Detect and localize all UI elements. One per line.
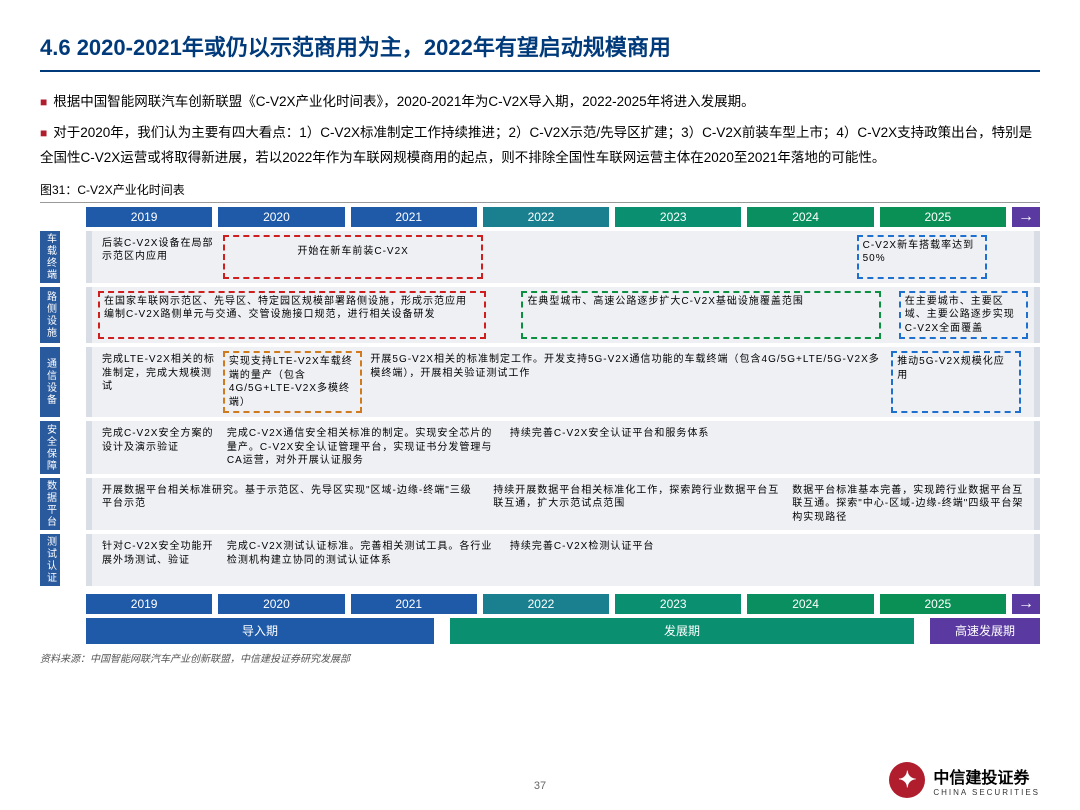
bullet-2: ■对于2020年，我们认为主要有四大看点：1）C-V2X标准制定工作持续推进；2…	[40, 121, 1040, 171]
row-label-data: 数据平台	[40, 478, 60, 531]
title-divider	[40, 70, 1040, 72]
figure-caption: 图31：C-V2X产业化时间表	[40, 181, 1040, 198]
logo-icon: ✦	[889, 762, 925, 798]
row-label-terminal: 车载终端	[40, 231, 60, 283]
page-title: 4.6 2020-2021年或仍以示范商用为主，2022年有望启动规模商用	[40, 30, 1040, 62]
page-number: 37	[534, 780, 546, 792]
year-footer: 2019 2020 2021 2022 2023 2024 2025 →	[86, 590, 1040, 614]
brand-logo: ✦ 中信建投证券 CHINA SECURITIES	[889, 762, 1040, 798]
phase-legend: 导入期 发展期 高速发展期	[86, 618, 1040, 644]
row-label-roadside: 路侧设施	[40, 287, 60, 344]
year-header: 2019 2020 2021 2022 2023 2024 2025 →	[86, 203, 1040, 227]
timeline-chart: 2019 2020 2021 2022 2023 2024 2025 → 车载终…	[40, 202, 1040, 645]
bullet-1: ■根据中国智能网联汽车创新联盟《C-V2X产业化时间表》，2020-2021年为…	[40, 90, 1040, 115]
source-text: 资料来源：中国智能网联汽车产业创新联盟，中信建投证券研究发展部	[40, 650, 1040, 665]
row-label-security: 安全保障	[40, 421, 60, 474]
row-label-test: 测试认证	[40, 534, 60, 586]
row-label-comm: 通信设备	[40, 347, 60, 417]
